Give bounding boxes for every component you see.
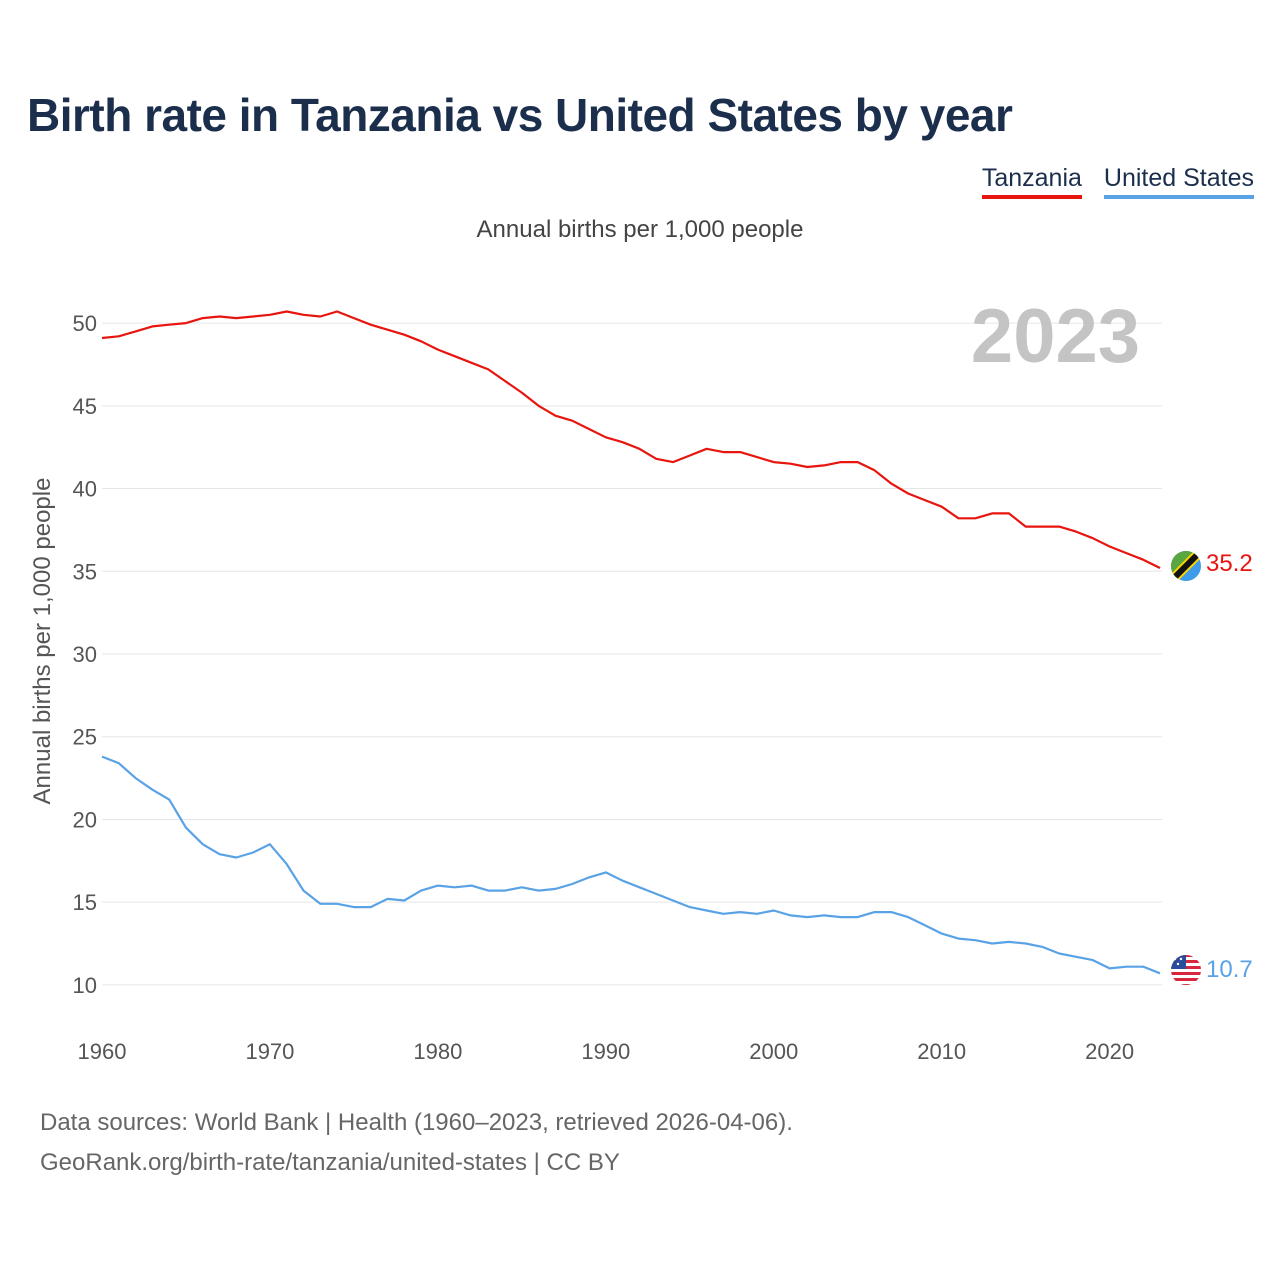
- y-tick-label: 30: [73, 642, 97, 667]
- source-line: Data sources: World Bank | Health (1960–…: [40, 1109, 793, 1136]
- y-tick-label: 20: [73, 807, 97, 832]
- y-axis-ticks: 10 15 20 25 30 35 40 45 50: [73, 311, 97, 998]
- y-tick-label: 10: [73, 973, 97, 998]
- year-label: 2023: [971, 294, 1140, 379]
- united-states-flag-icon: [1171, 955, 1201, 985]
- x-tick-label: 2010: [917, 1039, 966, 1064]
- chart-title: Birth rate in Tanzania vs United States …: [27, 89, 1013, 141]
- x-tick-label: 2000: [749, 1039, 798, 1064]
- source-link[interactable]: GeoRank.org/birth-rate/tanzania/united-s…: [40, 1149, 620, 1176]
- tanzania-flag-icon: [1171, 551, 1201, 581]
- y-tick-label: 25: [73, 725, 97, 750]
- legend-item-tanzania[interactable]: Tanzania: [981, 164, 1082, 199]
- x-tick-label: 1960: [78, 1039, 127, 1064]
- legend: Tanzania United States: [981, 164, 1254, 199]
- y-tick-label: 50: [73, 311, 97, 336]
- x-tick-label: 1980: [413, 1039, 462, 1064]
- tanzania-end-value: 35.2: [1206, 550, 1253, 577]
- y-tick-label: 35: [73, 559, 97, 584]
- x-tick-label: 1970: [245, 1039, 294, 1064]
- series-line-tanzania[interactable]: [101, 310, 1161, 569]
- chart-subtitle: Annual births per 1,000 people: [476, 216, 804, 243]
- grid: [102, 322, 1162, 986]
- series-line-united-states[interactable]: [101, 755, 1161, 975]
- united-states-end-value: 10.7: [1206, 956, 1253, 983]
- y-axis-label: Annual births per 1,000 people: [29, 478, 56, 805]
- x-tick-label: 2020: [1085, 1039, 1134, 1064]
- y-tick-label: 15: [73, 890, 97, 915]
- x-tick-label: 1990: [581, 1039, 630, 1064]
- source-note: Data sources: World Bank | Health (1960–…: [40, 1103, 793, 1183]
- legend-item-united-states[interactable]: United States: [1103, 164, 1254, 199]
- y-tick-label: 45: [73, 394, 97, 419]
- x-axis-ticks: 1960 1970 1980 1990 2000 2010 2020: [78, 1039, 1135, 1064]
- series: [101, 310, 1161, 975]
- y-tick-label: 40: [73, 477, 97, 502]
